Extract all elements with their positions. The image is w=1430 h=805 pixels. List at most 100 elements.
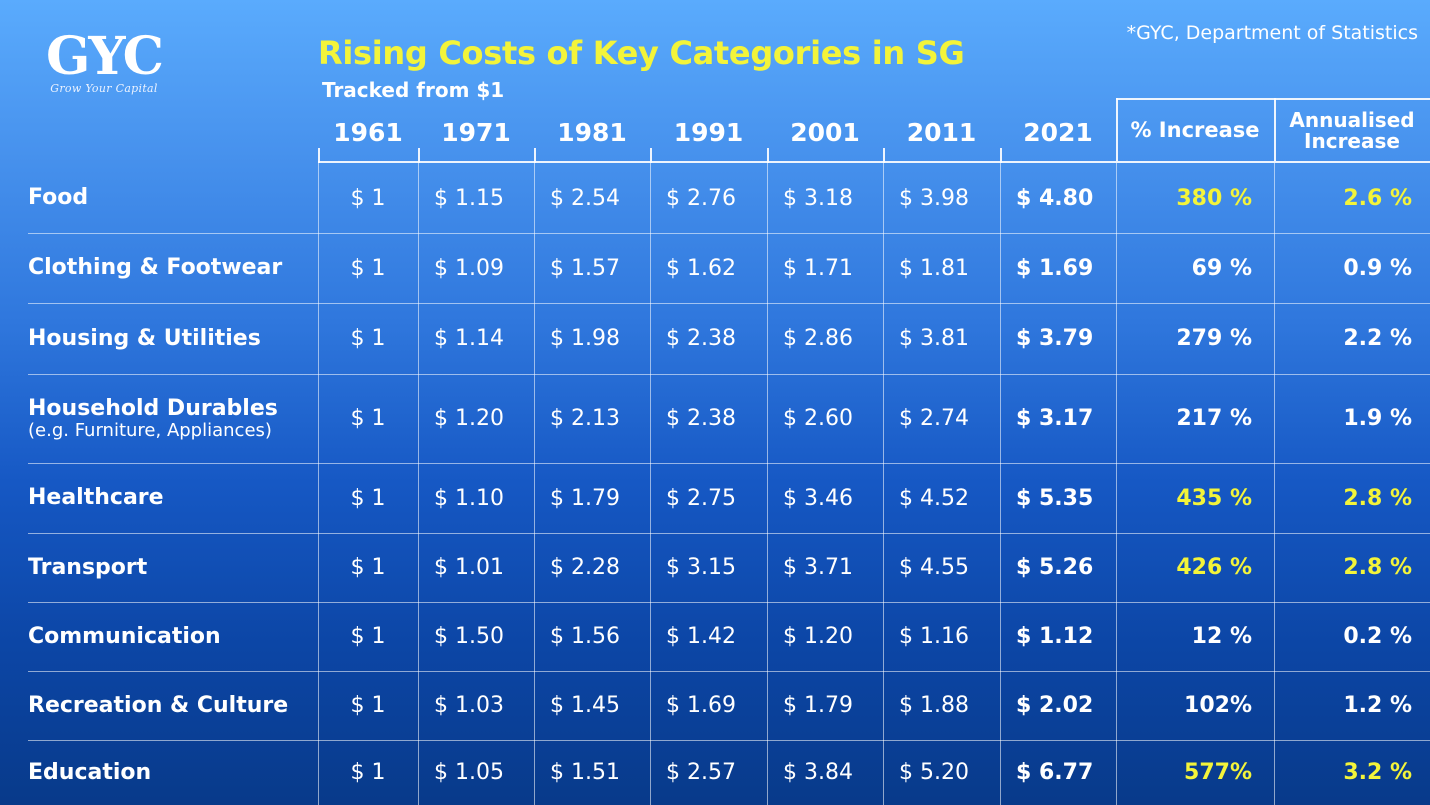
- row-separator: [28, 303, 1430, 304]
- value-cell: $ 1.12: [1016, 624, 1094, 649]
- row-label: Healthcare: [28, 463, 164, 533]
- annualised-cell: 0.2 %: [1343, 624, 1412, 649]
- value-cell: $ 3.79: [1016, 326, 1094, 351]
- grid-vline: [534, 163, 535, 805]
- category-name: Household Durables: [28, 395, 278, 421]
- value-cell: $ 2.60: [783, 406, 853, 431]
- value-cell: $ 1.09: [434, 255, 504, 281]
- grid-vline: [418, 163, 419, 805]
- value-cell: $ 3.17: [1016, 406, 1094, 431]
- grid-vline: [1274, 163, 1275, 805]
- row-separator: [28, 233, 1430, 234]
- value-cell: $ 2.13: [550, 406, 620, 431]
- value-cell: $ 1.20: [434, 406, 504, 431]
- grid-vline: [1116, 163, 1117, 805]
- category-name: Recreation & Culture: [28, 692, 289, 718]
- value-cell: $ 1.69: [666, 693, 736, 718]
- row-separator: [28, 740, 1430, 741]
- annualised-increase-header: Annualised Increase: [1289, 107, 1415, 153]
- value-cell: $ 4.80: [1016, 185, 1094, 211]
- annualised-cell: 0.9 %: [1343, 255, 1412, 281]
- value-cell: $ 1.79: [783, 693, 853, 718]
- pct-increase-cell: 102%: [1184, 693, 1252, 718]
- grid-vline: [1000, 163, 1001, 805]
- value-cell: $ 5.26: [1016, 555, 1094, 580]
- value-cell: $ 1: [350, 406, 386, 431]
- year-header: 1961: [333, 118, 403, 147]
- header-box-side: [1116, 98, 1118, 161]
- value-cell: $ 2.02: [1016, 693, 1094, 718]
- value-cell: $ 1.69: [1016, 255, 1094, 281]
- year-tick: [883, 148, 885, 163]
- value-cell: $ 6.77: [1016, 760, 1094, 785]
- annualised-cell: 3.2 %: [1343, 760, 1412, 785]
- category-name: Food: [28, 185, 89, 210]
- pct-increase-cell: 12 %: [1191, 624, 1252, 649]
- value-cell: $ 1.03: [434, 693, 504, 718]
- row-label: Housing & Utilities: [28, 303, 261, 374]
- pct-increase-cell: 426 %: [1176, 555, 1252, 580]
- grid-vline: [767, 163, 768, 805]
- value-cell: $ 1.42: [666, 624, 736, 649]
- year-tick: [318, 148, 320, 163]
- value-cell: $ 5.20: [899, 760, 969, 785]
- grid-vline: [650, 163, 651, 805]
- pct-increase-cell: 577%: [1184, 760, 1252, 785]
- value-cell: $ 2.74: [899, 406, 969, 431]
- pct-increase-header: % Increase: [1130, 118, 1260, 142]
- value-cell: $ 1.20: [783, 624, 853, 649]
- value-cell: $ 1: [350, 185, 386, 211]
- pct-increase-cell: 279 %: [1176, 326, 1252, 351]
- row-separator: [28, 374, 1430, 375]
- header-box-top: [1116, 98, 1430, 100]
- value-cell: $ 1: [350, 255, 386, 281]
- row-label: Transport: [28, 533, 147, 602]
- row-separator: [28, 602, 1430, 603]
- category-name: Clothing & Footwear: [28, 255, 283, 280]
- value-cell: $ 2.38: [666, 406, 736, 431]
- value-cell: $ 1.98: [550, 326, 620, 351]
- category-name: Housing & Utilities: [28, 325, 261, 351]
- value-cell: $ 1.14: [434, 326, 504, 351]
- annualised-cell: 2.8 %: [1343, 485, 1412, 511]
- value-cell: $ 1.79: [550, 485, 620, 511]
- year-tick: [650, 148, 652, 163]
- year-tick: [534, 148, 536, 163]
- year-header: 2001: [790, 118, 860, 147]
- value-cell: $ 2.86: [783, 326, 853, 351]
- chart-subtitle: Tracked from $1: [322, 78, 505, 102]
- pct-increase-cell: 69 %: [1191, 255, 1252, 281]
- value-cell: $ 3.18: [783, 185, 853, 211]
- category-name: Transport: [28, 554, 148, 580]
- row-label: Communication: [28, 602, 221, 671]
- row-label: Household Durables (e.g. Furniture, Appli…: [28, 374, 278, 463]
- category-name: Communication: [28, 623, 221, 649]
- value-cell: $ 1: [350, 760, 386, 785]
- value-cell: $ 1: [350, 693, 386, 718]
- annualised-cell: 2.6 %: [1343, 185, 1412, 211]
- logo-mark: GYC: [45, 26, 164, 87]
- value-cell: $ 1.51: [550, 760, 620, 785]
- value-cell: $ 1: [350, 485, 386, 511]
- chart-title: Rising Costs of Key Categories in SG: [318, 34, 965, 72]
- header-baseline: [318, 161, 1430, 163]
- value-cell: $ 3.84: [783, 760, 853, 785]
- value-cell: $ 3.15: [666, 555, 736, 580]
- value-cell: $ 1.57: [550, 255, 620, 281]
- source-note: *GYC, Department of Statistics: [1126, 22, 1418, 44]
- logo-tagline: Grow Your Capital: [50, 82, 158, 95]
- value-cell: $ 2.57: [666, 760, 736, 785]
- value-cell: $ 1.50: [434, 624, 504, 649]
- row-label: Clothing & Footwear: [28, 233, 282, 303]
- value-cell: $ 3.46: [783, 485, 853, 511]
- value-cell: $ 3.71: [783, 555, 853, 580]
- value-cell: $ 1.01: [434, 555, 504, 580]
- year-tick: [767, 148, 769, 163]
- value-cell: $ 1.62: [666, 255, 736, 281]
- value-cell: $ 3.98: [899, 185, 969, 211]
- value-cell: $ 1.88: [899, 693, 969, 718]
- value-cell: $ 2.38: [666, 326, 736, 351]
- annualised-cell: 2.8 %: [1343, 555, 1412, 580]
- value-cell: $ 1.16: [899, 624, 969, 649]
- year-tick: [1000, 148, 1002, 163]
